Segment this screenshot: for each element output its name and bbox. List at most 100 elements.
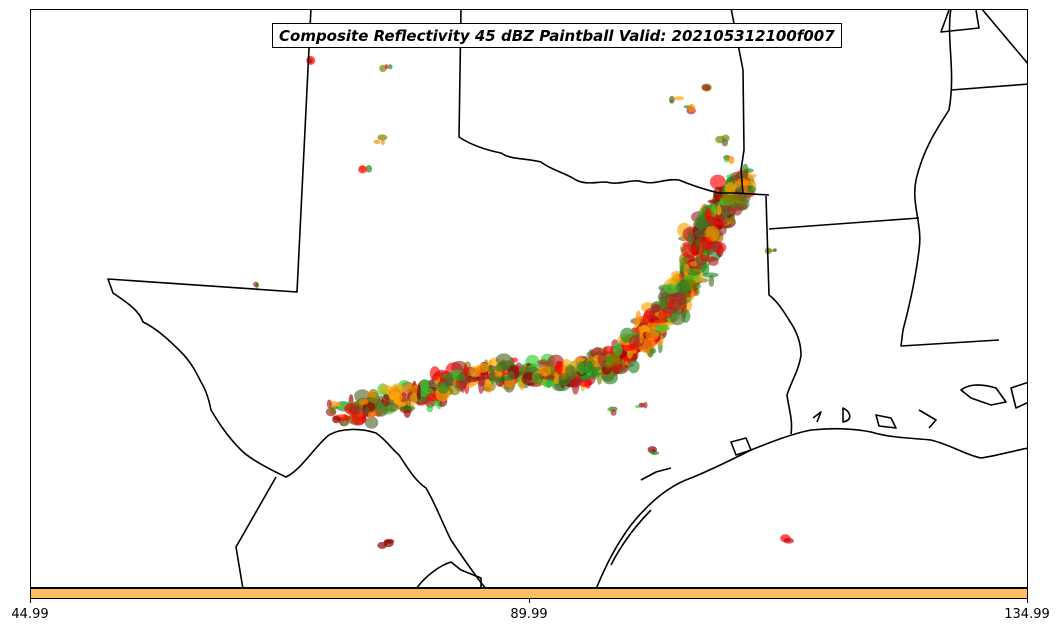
reflectivity-blob (351, 411, 367, 426)
reflectivity-blob (532, 373, 544, 385)
reflectivity-blob (409, 393, 418, 404)
reflectivity-blob (495, 353, 512, 366)
reflectivity-blob (373, 139, 381, 144)
reflectivity-blob (565, 365, 577, 378)
reflectivity-blob (708, 275, 715, 287)
reflectivity-blob (383, 538, 395, 544)
reflectivity-blob (553, 371, 559, 385)
reflectivity-blob (389, 399, 395, 406)
tn-boundary (940, 10, 980, 33)
state-boundaries-layer (107, 10, 1027, 587)
reflectivity-blob (689, 261, 698, 267)
reflectivity-blob (329, 407, 335, 415)
reflectivity-blob (780, 534, 791, 543)
reflectivity-blob (541, 358, 547, 364)
colorbar (30, 588, 1028, 599)
reflectivity-blob (364, 416, 379, 429)
reflectivity-blob (635, 310, 642, 325)
reflectivity-blob (737, 195, 747, 202)
reflectivity-blob (326, 399, 332, 409)
reflectivity-blob (542, 379, 554, 388)
reflectivity-blob (702, 84, 711, 91)
reflectivity-blob (657, 291, 671, 303)
reflectivity-blob (454, 374, 467, 382)
reflectivity-blob (554, 360, 563, 374)
reflectivity-blob (389, 393, 394, 399)
reflectivity-blob (709, 174, 726, 190)
reflectivity-blob (379, 64, 387, 72)
reflectivity-blob (377, 134, 388, 141)
reflectivity-blob (578, 360, 594, 374)
reflectivity-blob (634, 405, 642, 408)
reflectivity-blob (364, 406, 370, 415)
reflectivity-blob (365, 392, 378, 398)
reflectivity-blob (723, 154, 730, 163)
red-river-boundary (458, 10, 770, 196)
la-coast-detail (812, 381, 1027, 429)
reflectivity-blob (721, 211, 736, 216)
colorbar-tick-mark (30, 599, 31, 603)
reflectivity-blob (632, 349, 637, 354)
reflectivity-blob (710, 221, 728, 226)
reflectivity-blob (538, 365, 552, 377)
gulf-coastline (595, 427, 1027, 587)
reflectivity-blob (694, 215, 708, 230)
reflectivity-blob (495, 362, 506, 373)
map-title: Composite Reflectivity 45 dBZ Paintball … (272, 23, 842, 48)
reflectivity-blob (574, 357, 585, 362)
reflectivity-blob (348, 405, 363, 415)
reflectivity-blob (426, 404, 434, 413)
reflectivity-blob (698, 236, 713, 251)
reflectivity-blob (379, 385, 393, 393)
ar-la-boundary (768, 217, 920, 230)
reflectivity-blob (664, 282, 680, 294)
reflectivity-blob (654, 324, 670, 332)
reflectivity-blob (429, 366, 441, 381)
reflectivity-blob (507, 371, 515, 381)
reflectivity-blob (437, 381, 450, 394)
reflectivity-blob (626, 359, 632, 364)
reflectivity-blob (729, 216, 736, 225)
tx-la-boundary (765, 195, 802, 435)
reflectivity-blob (338, 414, 344, 418)
ok-ar-boundary (730, 10, 745, 194)
reflectivity-blob (429, 379, 435, 387)
reflectivity-blob (669, 292, 687, 301)
reflectivity-blob (412, 384, 418, 396)
reflectivity-blob (329, 406, 339, 410)
reflectivity-blob (463, 365, 469, 378)
reflectivity-blob (332, 415, 341, 424)
reflectivity-blob (688, 103, 695, 113)
mississippi-river-boundary (900, 10, 1000, 347)
reflectivity-blob (399, 405, 416, 411)
reflectivity-blob (484, 383, 493, 393)
reflectivity-blob (669, 275, 681, 286)
reflectivity-blob (416, 384, 421, 400)
reflectivity-blob (701, 262, 710, 275)
reflectivity-blob (466, 382, 475, 388)
reflectivity-blob (673, 96, 684, 101)
reflectivity-blob (330, 403, 341, 407)
reflectivity-blob (736, 177, 750, 186)
reflectivity-blob (669, 99, 674, 103)
reflectivity-blob (649, 348, 657, 354)
reflectivity-blob (492, 376, 505, 384)
reflectivity-blob (358, 398, 369, 405)
ms-al-boundary (950, 83, 1027, 91)
reflectivity-blob (647, 322, 653, 328)
reflectivity-blob (630, 356, 635, 362)
reflectivity-blob (365, 165, 373, 173)
al-boundary (981, 10, 1027, 64)
reflectivity-blob (669, 310, 686, 326)
reflectivity-blob (612, 363, 619, 376)
reflectivity-blob (725, 182, 736, 196)
reflectivity-blob (773, 248, 777, 253)
reflectivity-blob (342, 420, 347, 427)
reflectivity-blob (627, 349, 634, 359)
reflectivity-blob (610, 409, 617, 416)
reflectivity-blob (367, 411, 373, 419)
reflectivity-blob (469, 366, 481, 378)
reflectivity-blob (746, 186, 757, 193)
reflectivity-blob (708, 256, 719, 266)
reflectivity-blob (728, 156, 735, 164)
